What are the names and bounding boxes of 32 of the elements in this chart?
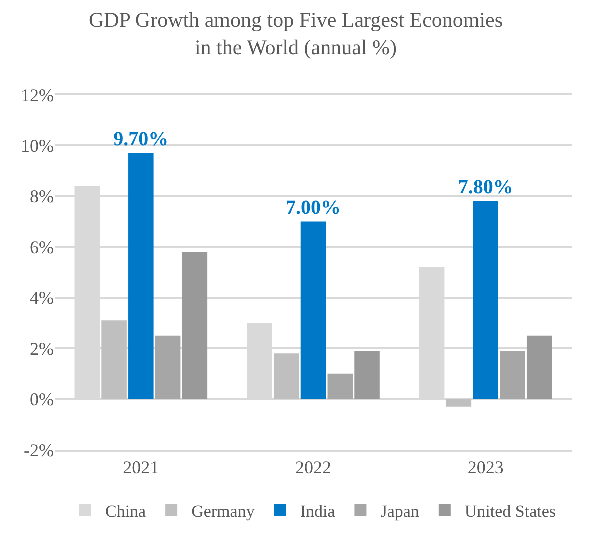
bar: [526, 336, 552, 400]
legend-label: United States: [464, 502, 556, 521]
bar: [155, 336, 181, 400]
legend-label: India: [300, 502, 336, 521]
y-tick-label: 6%: [30, 237, 54, 258]
bar: [500, 351, 526, 400]
data-label: 9.70%: [114, 128, 169, 150]
data-label: 7.80%: [458, 176, 514, 198]
legend-label: Germany: [192, 502, 256, 521]
y-tick-label: 12%: [21, 85, 54, 106]
data-label: 7.00%: [286, 196, 341, 219]
bar: [354, 351, 380, 400]
x-tick-label: 2021: [123, 457, 160, 478]
bar: [473, 202, 498, 400]
x-tick-label: 2022: [296, 457, 332, 478]
y-tick-label: 10%: [21, 136, 54, 156]
bar: [128, 153, 154, 400]
bar: [446, 399, 472, 407]
chart-title: GDP Growth among top Five Largest Economies in the World (annual %): [88, 8, 504, 60]
y-tick-label: 0%: [30, 390, 54, 410]
y-tick-label: 8%: [30, 186, 54, 207]
bar: [274, 354, 300, 400]
legend-label: Japan: [380, 502, 420, 521]
y-tick-label: 2%: [30, 338, 54, 359]
legend-label: China: [106, 502, 147, 521]
bar: [102, 320, 127, 400]
y-tick-label: 4%: [30, 288, 54, 308]
y-tick-label: -2%: [24, 440, 54, 460]
x-tick-label: 2023: [468, 457, 504, 478]
bar: [182, 252, 208, 400]
bar: [328, 374, 354, 400]
bar: [300, 222, 326, 400]
